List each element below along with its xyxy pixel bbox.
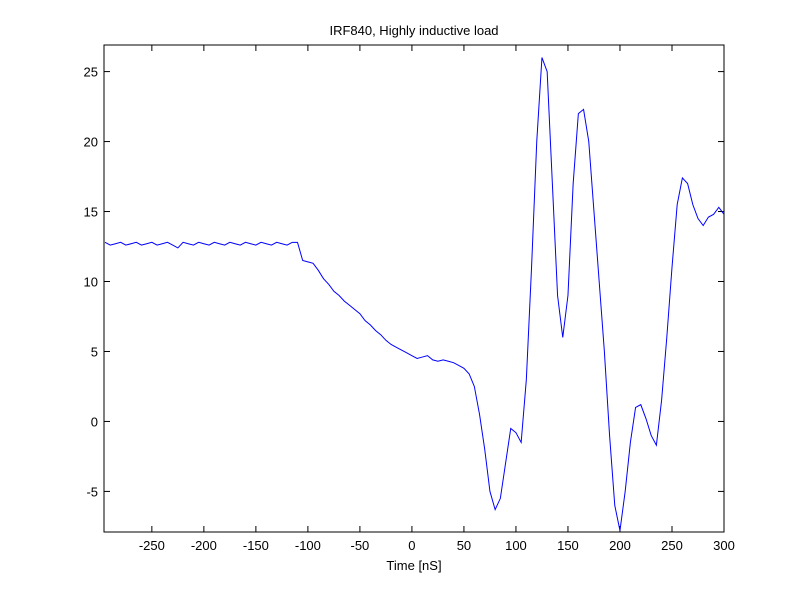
y-tick-label: 5 — [91, 344, 98, 359]
x-tick-label: 300 — [713, 538, 735, 553]
y-tick-label: 15 — [84, 205, 98, 220]
chart-title: IRF840, Highly inductive load — [329, 23, 498, 38]
y-tick-label: 10 — [84, 275, 98, 290]
y-tick-label: 25 — [84, 65, 98, 80]
y-tick-label: 0 — [91, 414, 98, 429]
axes-box — [103, 44, 725, 533]
x-tick-label: 150 — [557, 538, 579, 553]
x-tick-label: 100 — [505, 538, 527, 553]
x-tick-label: 200 — [609, 538, 631, 553]
x-tick-label: -100 — [295, 538, 321, 553]
y-tick-label: -5 — [86, 484, 98, 499]
x-axis-label: Time [nS] — [386, 558, 441, 573]
y-tick-label: 20 — [84, 135, 98, 150]
x-tick-label: 0 — [408, 538, 415, 553]
data-line — [104, 57, 725, 531]
x-tick-label: 250 — [661, 538, 683, 553]
x-tick-label: 50 — [457, 538, 471, 553]
x-tick-label: -50 — [351, 538, 370, 553]
x-tick-label: -250 — [139, 538, 165, 553]
x-tick-label: -150 — [243, 538, 269, 553]
x-tick-label: -200 — [191, 538, 217, 553]
